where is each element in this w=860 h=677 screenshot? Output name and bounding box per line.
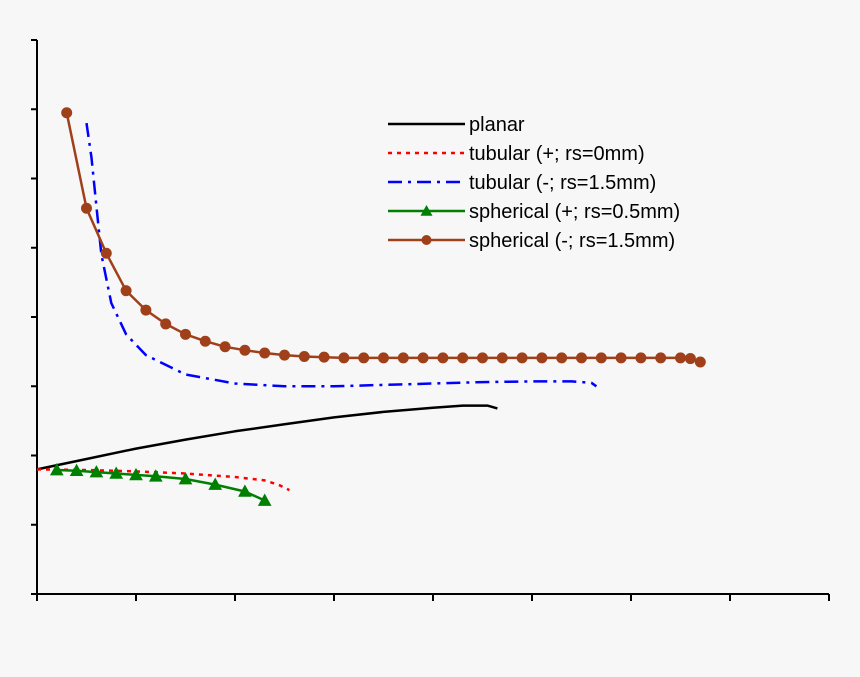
data-point (298, 350, 310, 362)
series-line (65, 112, 701, 364)
legend-marker (421, 235, 432, 245)
data-point (69, 463, 84, 477)
data-point (81, 202, 92, 214)
data-point (100, 247, 112, 259)
data-point (675, 352, 686, 364)
legend-label: spherical (+; rs=0.5mm) (469, 201, 680, 223)
data-point (239, 344, 251, 356)
legend-entry: tubular (+; rs=0mm) (388, 143, 645, 165)
legend-entry: tubular (-; rs=1.5mm) (388, 172, 656, 194)
legend-label: tubular (+; rs=0mm) (469, 143, 645, 165)
data-point (178, 472, 193, 485)
data-point (684, 353, 696, 365)
data-point (457, 352, 469, 364)
data-point (279, 349, 290, 361)
data-point (516, 352, 528, 364)
data-point (129, 467, 143, 481)
data-point (180, 328, 191, 340)
legend-label: planar (469, 114, 525, 136)
data-point (615, 352, 627, 364)
data-point (219, 341, 231, 353)
data-point (536, 352, 548, 364)
legend-label: tubular (-; rs=1.5mm) (469, 172, 656, 194)
legend-entry: planar (388, 114, 525, 136)
series-spherical-rs-0-5mm (49, 463, 272, 506)
data-point (694, 356, 706, 368)
data-point (635, 352, 647, 364)
series-line (56, 468, 266, 502)
data-point (109, 466, 124, 479)
data-point (378, 352, 389, 364)
data-point (208, 477, 223, 490)
legend: planar tubular (+; rs=0mm) tubular (-; rs=… (388, 114, 680, 252)
data-point (199, 335, 211, 347)
data-point (338, 352, 350, 364)
data-point (61, 107, 73, 119)
series-line (85, 122, 598, 388)
data-point (556, 352, 568, 364)
data-point (238, 484, 252, 497)
series-line (36, 404, 498, 471)
data-point (140, 304, 152, 316)
data-point (257, 493, 272, 506)
data-point (576, 352, 587, 364)
data-point (358, 352, 370, 364)
data-point (496, 352, 508, 364)
data-point (437, 352, 449, 364)
legend-marker (420, 205, 433, 216)
legend-entry: spherical (+; rs=0.5mm) (388, 201, 680, 223)
data-point (148, 469, 163, 482)
data-point (595, 352, 607, 364)
data-point (259, 347, 271, 359)
legend-label: spherical (-; rs=1.5mm) (469, 230, 675, 252)
data-point (160, 318, 172, 330)
plot-area (36, 107, 706, 506)
data-point (417, 352, 429, 364)
axes (31, 39, 830, 601)
legend-entry: spherical (-; rs=1.5mm) (388, 230, 675, 252)
data-point (318, 351, 330, 363)
data-point (89, 465, 104, 478)
series-tubular-rs-1-5mm (85, 122, 598, 388)
data-point (397, 352, 409, 364)
data-point (120, 285, 132, 297)
data-point (49, 463, 64, 476)
series-planar (36, 404, 498, 471)
data-point (655, 352, 667, 364)
data-point (477, 352, 488, 364)
series-spherical-rs-1-5mm (61, 107, 706, 368)
